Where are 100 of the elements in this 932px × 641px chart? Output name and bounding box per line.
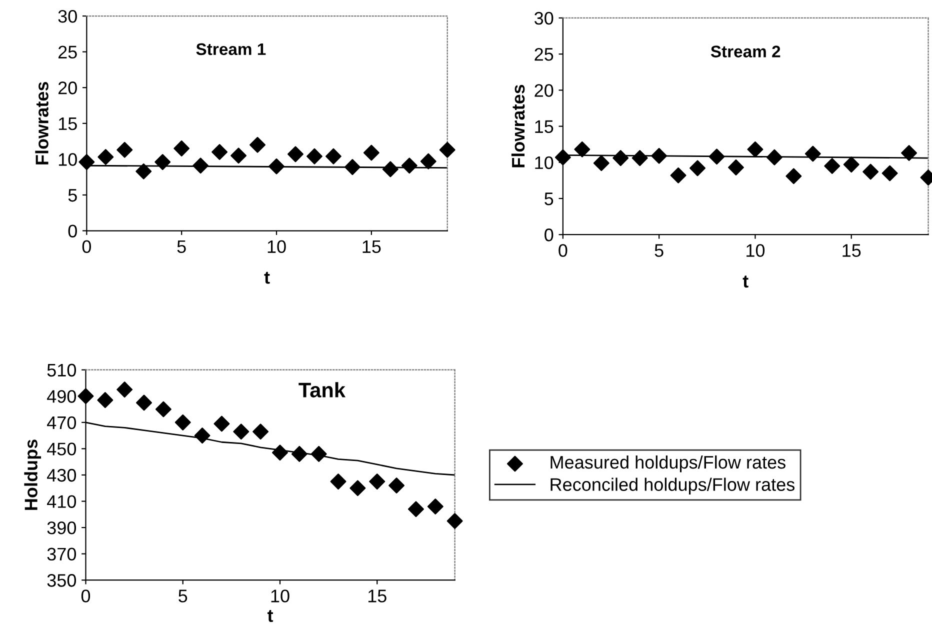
point bbox=[728, 159, 744, 176]
point bbox=[350, 480, 366, 496]
y-tick-label: 30 bbox=[534, 12, 554, 25]
x-tick-label: 0 bbox=[81, 590, 90, 602]
x-tick-label: 15 bbox=[368, 590, 386, 602]
y-tick-label: 470 bbox=[47, 416, 76, 430]
point bbox=[804, 146, 821, 162]
y-tick-label: 510 bbox=[47, 364, 76, 377]
point bbox=[233, 424, 250, 440]
x-tick-label: 15 bbox=[362, 240, 381, 254]
y-tick-label: 410 bbox=[47, 495, 76, 508]
y-tick-label: 370 bbox=[47, 548, 76, 561]
point bbox=[136, 394, 152, 411]
point bbox=[554, 149, 571, 166]
point bbox=[593, 155, 610, 172]
point bbox=[116, 142, 133, 158]
y-tick-label: 5 bbox=[68, 189, 77, 202]
point bbox=[862, 164, 879, 180]
point bbox=[98, 149, 114, 166]
point bbox=[574, 141, 590, 158]
point bbox=[670, 167, 686, 184]
point bbox=[174, 414, 191, 430]
point bbox=[382, 161, 398, 178]
point bbox=[612, 150, 629, 166]
point bbox=[843, 156, 860, 173]
point bbox=[747, 141, 764, 158]
y-tick-label: 15 bbox=[535, 120, 554, 133]
y-tick-label: 450 bbox=[47, 442, 76, 456]
x-tick-label: 0 bbox=[558, 244, 568, 257]
legend-label: Measured holdups/Flow rates bbox=[550, 455, 786, 472]
point bbox=[306, 148, 322, 164]
point bbox=[174, 140, 190, 156]
point bbox=[708, 148, 725, 165]
x-tick-label: 10 bbox=[746, 244, 765, 257]
x-tick-label: 5 bbox=[178, 590, 188, 602]
point bbox=[882, 165, 898, 182]
y-tick-label: 350 bbox=[47, 574, 76, 587]
point bbox=[154, 154, 171, 170]
point bbox=[369, 474, 386, 490]
point bbox=[192, 158, 209, 174]
point bbox=[136, 163, 152, 180]
point bbox=[330, 474, 346, 490]
point bbox=[230, 148, 247, 164]
y-tick-label: 10 bbox=[58, 153, 77, 166]
y-tick-label: 20 bbox=[58, 82, 77, 94]
y-tick-label: 0 bbox=[68, 224, 77, 238]
y-tick-label: 0 bbox=[544, 228, 554, 242]
y-tick-label: 10 bbox=[535, 156, 554, 170]
point bbox=[291, 446, 308, 462]
x-axis-title: t bbox=[742, 276, 748, 288]
point bbox=[420, 153, 436, 170]
point bbox=[194, 428, 210, 444]
point bbox=[446, 512, 463, 529]
point bbox=[439, 142, 456, 158]
point bbox=[155, 401, 172, 418]
legend-label: Reconciled holdups/Flow rates bbox=[550, 478, 794, 495]
y-tick-label: 25 bbox=[58, 46, 77, 59]
x-axis-title: t bbox=[264, 272, 270, 284]
point bbox=[632, 150, 648, 166]
point bbox=[325, 148, 342, 164]
x-tick-label: 10 bbox=[271, 590, 290, 602]
y-tick-label: 30 bbox=[58, 10, 77, 23]
y-tick-label: 390 bbox=[47, 521, 76, 534]
x-tick-label: 0 bbox=[82, 240, 91, 254]
point bbox=[344, 159, 360, 176]
y-tick-label: 490 bbox=[47, 390, 76, 403]
point bbox=[651, 148, 668, 164]
chart-title: Tank bbox=[298, 382, 346, 398]
point bbox=[252, 424, 269, 440]
text: Stream 2 bbox=[710, 46, 780, 58]
y-tick-label: 25 bbox=[534, 48, 554, 61]
x-tick-label: 10 bbox=[268, 240, 286, 254]
point bbox=[250, 136, 266, 153]
x-axis-title: t bbox=[267, 610, 274, 622]
point bbox=[766, 149, 782, 166]
point bbox=[310, 446, 327, 462]
y-tick-label: 430 bbox=[47, 468, 76, 482]
text: Stream 1 bbox=[196, 43, 266, 56]
point bbox=[97, 392, 114, 408]
point bbox=[427, 498, 444, 514]
y-axis-title: Flowrates bbox=[35, 82, 48, 164]
point bbox=[78, 388, 94, 404]
point bbox=[78, 154, 95, 170]
y-tick-label: 15 bbox=[58, 118, 77, 130]
point bbox=[901, 145, 918, 161]
y-axis-title: Flowrates bbox=[511, 84, 525, 168]
point bbox=[212, 144, 228, 160]
point bbox=[401, 158, 418, 174]
point bbox=[288, 146, 304, 162]
point bbox=[272, 444, 288, 461]
point bbox=[824, 158, 840, 174]
point bbox=[268, 158, 284, 174]
point bbox=[214, 416, 230, 432]
point bbox=[388, 478, 405, 494]
y-tick-label: 20 bbox=[534, 84, 554, 97]
point bbox=[690, 160, 706, 176]
y-axis-title: Holdups bbox=[24, 440, 42, 510]
point bbox=[786, 168, 802, 184]
point bbox=[363, 144, 380, 161]
x-tick-label: 5 bbox=[654, 244, 664, 257]
